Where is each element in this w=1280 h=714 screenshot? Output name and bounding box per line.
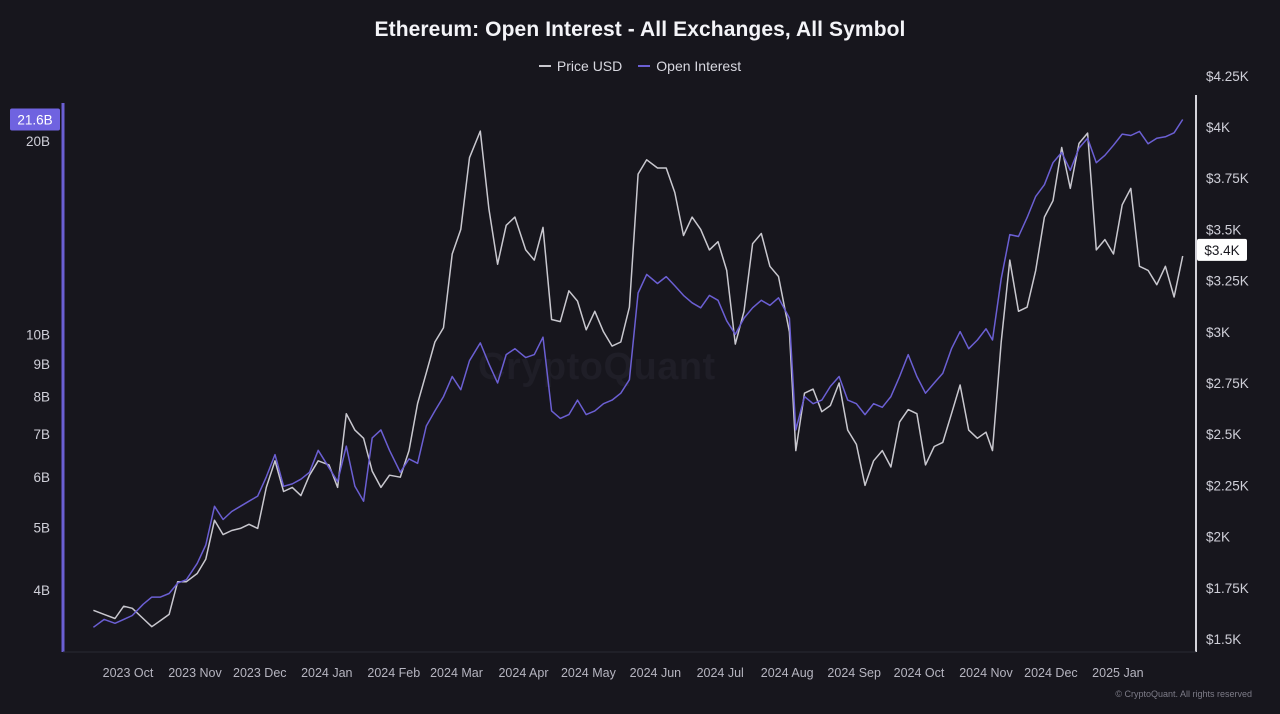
legend-label-price: Price USD [556, 58, 623, 74]
series-line-open-interest [92, 119, 1184, 628]
chart-tick-labels: 4B 5B 6B 7B 8B 9B 10B 20B $1.5K $1.75K $2K $2.25K $2… [10, 69, 1249, 680]
chart-title: Ethereum: Open Interest - All Exchanges,… [374, 18, 906, 41]
legend-label-open-interest: Open Interest [656, 58, 742, 74]
left-tick-label: 8B [33, 390, 50, 405]
x-tick-label: 2024 Sep [827, 666, 881, 680]
left-tick-label: 6B [33, 470, 50, 485]
x-tick-label: 2024 May [561, 666, 617, 680]
legend-swatch-price [538, 65, 551, 67]
x-tick-label: 2023 Oct [103, 666, 154, 680]
left-tick-label: 5B [33, 521, 50, 536]
x-tick-label: 2024 Mar [430, 666, 483, 680]
x-tick-label: 2024 Aug [761, 666, 814, 680]
x-tick-label: 2023 Nov [168, 666, 222, 680]
x-tick-label: 2025 Jan [1092, 666, 1143, 680]
legend-item-price[interactable]: Price USD [538, 58, 623, 74]
right-tick-label: $3.25K [1206, 274, 1249, 289]
current-price-label: $3.4K [1204, 243, 1239, 258]
left-tick-label: 10B [26, 327, 50, 342]
current-price-badge [1197, 238, 1247, 261]
watermark: CryptoQuant [478, 346, 716, 388]
right-tick-label: $3.75K [1206, 171, 1249, 186]
chart-legend: Price USD Open Interest [0, 58, 1280, 74]
x-tick-label: 2024 Dec [1024, 666, 1078, 680]
copyright-notice: © CryptoQuant. All rights reserved [1115, 689, 1252, 699]
x-tick-label: 2024 Feb [367, 666, 420, 680]
right-tick-label: $3.5K [1206, 222, 1241, 237]
right-tick-label: $4K [1206, 120, 1230, 135]
left-tick-label: 20B [26, 134, 50, 149]
x-tick-label: 2024 Jan [301, 666, 352, 680]
right-tick-label: $3K [1206, 325, 1230, 340]
right-tick-label: $1.75K [1206, 581, 1249, 596]
legend-swatch-open-interest [638, 65, 651, 67]
left-tick-label: 9B [33, 357, 50, 372]
right-tick-label: $2.25K [1206, 478, 1249, 493]
right-tick-label: $2.75K [1206, 376, 1249, 391]
x-tick-label: 2024 Jul [697, 666, 744, 680]
x-tick-label: 2024 Jun [630, 666, 681, 680]
right-tick-label: $1.5K [1206, 632, 1241, 647]
x-tick-label: 2023 Dec [233, 666, 287, 680]
left-tick-label: 7B [33, 427, 50, 442]
x-tick-label: 2024 Oct [894, 666, 945, 680]
right-tick-label: $4.25K [1206, 69, 1249, 84]
right-tick-label: $2.5K [1206, 427, 1241, 442]
x-tick-label: 2024 Apr [498, 666, 548, 680]
current-open-interest-badge [10, 108, 60, 131]
right-tick-label: $2K [1206, 530, 1230, 545]
left-tick-label: 4B [33, 583, 50, 598]
series-line-price-usd [93, 130, 1184, 628]
x-tick-label: 2024 Nov [959, 666, 1013, 680]
chart-series [92, 119, 1184, 628]
legend-item-open-interest[interactable]: Open Interest [638, 58, 741, 74]
current-open-interest-label: 21.6B [17, 113, 52, 128]
chart-axes [61, 95, 1197, 653]
